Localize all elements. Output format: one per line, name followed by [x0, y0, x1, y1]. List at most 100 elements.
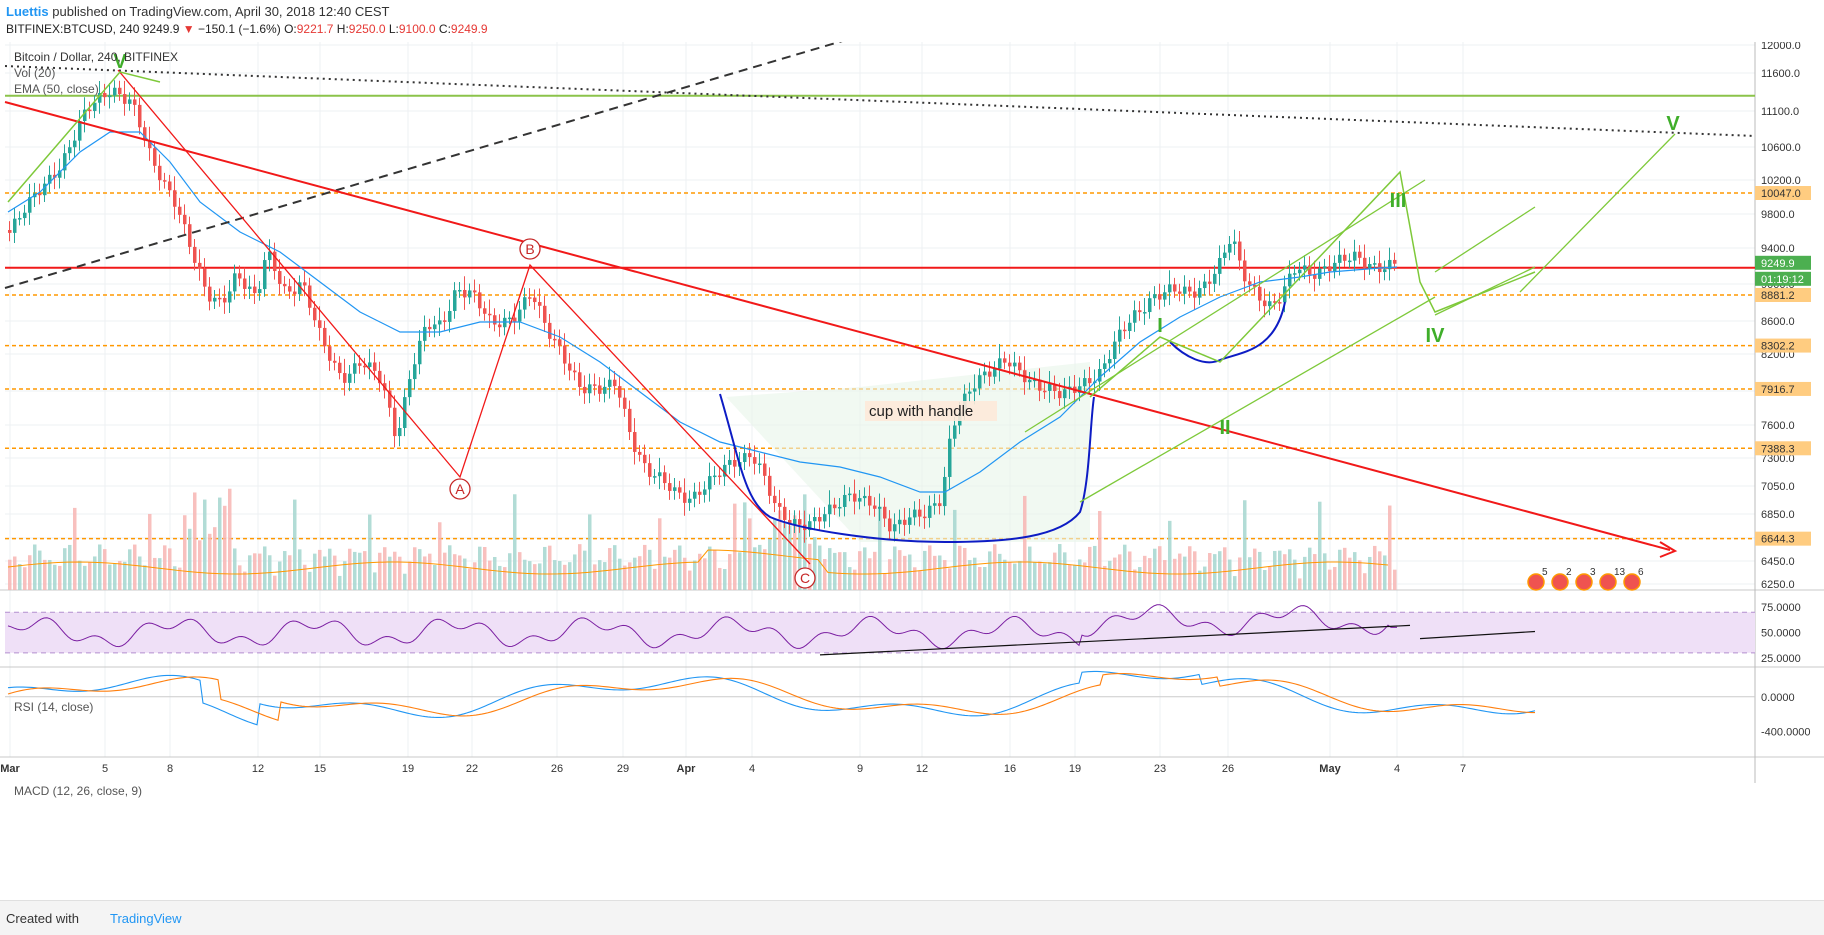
volume-bar [758, 544, 762, 590]
candle-body [948, 438, 952, 477]
wave-label-w2: II [1219, 417, 1230, 439]
volume-bar [1308, 547, 1312, 590]
volume-bar [163, 545, 167, 590]
volume-bar [403, 573, 407, 590]
volume-bar [33, 544, 37, 590]
down-triangle-icon: ▼ [182, 22, 195, 36]
event-badge-icon [1623, 573, 1641, 591]
candle-body [498, 324, 502, 328]
time-tick-label: 26 [551, 763, 563, 775]
candle-body [353, 363, 357, 374]
candle-body [638, 451, 642, 455]
candle-body [373, 362, 377, 371]
volume-bar [818, 545, 822, 590]
volume-bar [513, 494, 517, 590]
candle-body [863, 495, 867, 499]
volume-bar [1363, 573, 1367, 590]
dotted-black-trendline [4, 65, 1756, 137]
candle-body [1168, 284, 1172, 293]
countdown-label: 01:19:12 [1761, 274, 1804, 286]
volume-bar [48, 559, 52, 590]
volume-bar [1343, 547, 1347, 590]
rsi-band-fill [5, 612, 1755, 653]
candle-body [1333, 262, 1337, 272]
volume-bar [1048, 562, 1052, 590]
footer-created: Created with [6, 911, 79, 926]
tradingview-logo-link[interactable]: TradingView [110, 911, 182, 926]
candle-body [288, 286, 292, 292]
volume-bar [103, 549, 107, 590]
event-badge-icon [1551, 573, 1569, 591]
volume-bar [808, 543, 812, 590]
volume-bar [338, 575, 342, 590]
candle-body [43, 183, 47, 196]
candle-body [613, 379, 617, 387]
candle-body [608, 379, 612, 387]
vol-label: Vol (20) [14, 66, 55, 80]
volume-bar [463, 558, 467, 590]
event-badge-count: 6 [1638, 567, 1644, 578]
volume-bar [128, 549, 132, 590]
volume-bar [1373, 545, 1377, 590]
candle-body [688, 498, 692, 503]
candle-body [1053, 384, 1057, 392]
volume-bar [198, 540, 202, 590]
candle-body [923, 516, 927, 519]
volume-bar [558, 561, 562, 590]
volume-bar [363, 551, 367, 590]
candle-body [993, 368, 997, 377]
volume-bar [218, 497, 222, 590]
volume-bar [608, 548, 612, 590]
chart-labels: Bitcoin / Dollar, 240, BITFINEX Vol (20)… [14, 50, 178, 798]
candle-body [163, 180, 167, 182]
volume-bars [7, 488, 1397, 590]
candle-body [458, 289, 462, 292]
volume-bar [1053, 552, 1057, 590]
candle-body [178, 206, 182, 215]
volume-bar [1023, 495, 1027, 590]
volume-bar [113, 563, 117, 590]
candle-body [873, 505, 877, 509]
volume-bar [273, 575, 277, 590]
candle-body [343, 373, 347, 383]
candle-body [813, 517, 817, 522]
candle-body [603, 386, 607, 394]
candle-body [1208, 281, 1212, 284]
volume-bar [453, 554, 457, 590]
candle-body [223, 297, 227, 303]
volume-bar [968, 560, 972, 590]
time-tick-label: Mar [0, 763, 20, 775]
volume-bar [533, 564, 537, 590]
candle-body [273, 251, 277, 272]
event-badge-count: 2 [1566, 567, 1572, 578]
candle-body [103, 93, 107, 98]
volume-bar [158, 558, 162, 590]
last-price: 9249.9 [142, 22, 180, 36]
volume-bar [1033, 562, 1037, 590]
candle-body [828, 504, 832, 515]
volume-bar [1123, 544, 1127, 590]
volume-bar [423, 556, 427, 590]
volume-bar [753, 547, 757, 590]
time-tick-label: 22 [466, 763, 478, 775]
volume-bar [228, 488, 232, 590]
author-link[interactable]: Luettis [6, 4, 49, 19]
time-tick-label: 4 [749, 763, 755, 775]
volume-bar [698, 553, 702, 590]
candle-body [488, 313, 492, 316]
price-tick-label: 11600.0 [1761, 68, 1800, 80]
candle-body [1353, 251, 1357, 261]
volume-bar [1038, 561, 1042, 590]
volume-bar [368, 514, 372, 590]
green-wave-count [1089, 170, 1536, 398]
rsi-pane-title: RSI (14, close) [14, 700, 93, 714]
volume-bar [93, 556, 97, 590]
candle-body [583, 386, 587, 394]
time-tick-label: May [1319, 763, 1341, 775]
volume-bar [138, 556, 142, 590]
candle-body [388, 390, 392, 408]
candle-body [618, 386, 622, 398]
wave-label-w5: V [1666, 113, 1680, 135]
open-value: 9221.7 [296, 22, 334, 36]
